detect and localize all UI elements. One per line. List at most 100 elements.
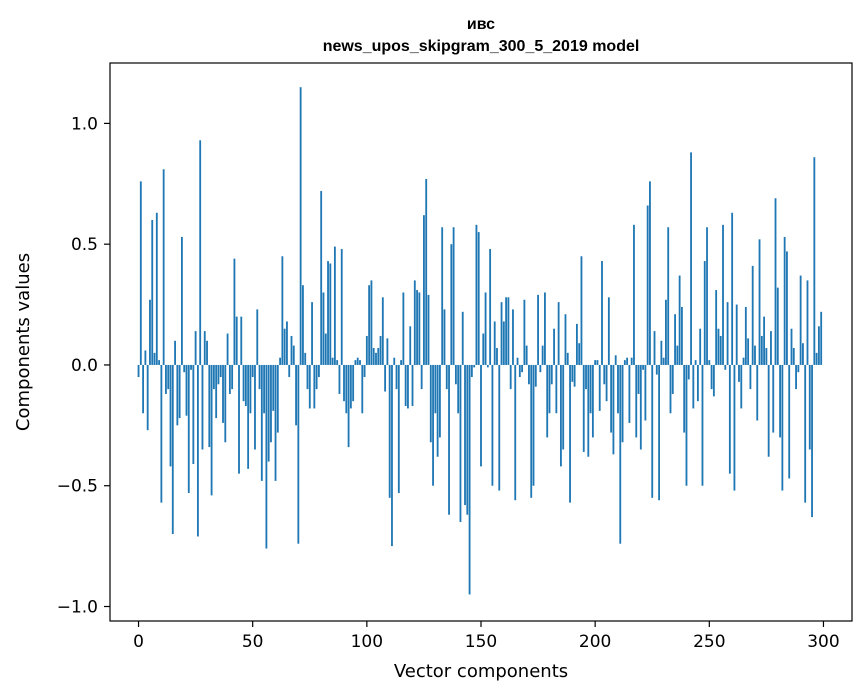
- bar-202: [598, 364, 601, 411]
- chart-title-line-2: news_upos_skipgram_300_5_2019 model: [323, 38, 640, 55]
- bar-53: [258, 364, 261, 390]
- bar-197: [587, 364, 590, 457]
- bar-167: [518, 364, 521, 378]
- bar-17: [176, 364, 179, 426]
- bar-254: [717, 328, 720, 365]
- bar-21: [185, 364, 188, 416]
- bar-210: [617, 364, 619, 414]
- bar-139: [454, 364, 457, 385]
- bar-291: [802, 343, 804, 365]
- bar-278: [772, 364, 775, 433]
- bar-185: [559, 364, 562, 467]
- bar-231: [665, 299, 667, 365]
- bar-41: [231, 364, 234, 390]
- bar-110: [388, 364, 391, 498]
- bar-250: [708, 360, 711, 365]
- bar-15: [171, 364, 174, 535]
- bar-225: [651, 364, 654, 498]
- bar-2: [142, 364, 145, 414]
- bar-287: [792, 348, 795, 365]
- x-tick-label-250: 250: [693, 632, 725, 652]
- bar-176: [539, 364, 542, 373]
- bar-144: [466, 364, 469, 515]
- bar-237: [678, 275, 681, 365]
- bar-82: [324, 333, 327, 365]
- bar-216: [630, 357, 633, 365]
- bar-270: [754, 345, 756, 365]
- bar-288: [795, 364, 797, 390]
- bar-26: [196, 364, 199, 537]
- x-tick-label-150: 150: [465, 632, 497, 652]
- bar-104: [375, 352, 377, 365]
- bar-173: [532, 364, 535, 486]
- bar-236: [676, 345, 679, 365]
- bar-56: [265, 364, 268, 549]
- bar-63: [281, 256, 284, 365]
- bar-88: [338, 364, 341, 394]
- bar-101: [368, 285, 371, 365]
- bar-148: [475, 224, 478, 365]
- bar-243: [692, 364, 695, 409]
- bar-193: [578, 343, 581, 365]
- bar-94: [352, 364, 355, 402]
- bar-272: [758, 239, 761, 365]
- bar-166: [516, 357, 519, 365]
- bar-113: [395, 364, 398, 390]
- bar-182: [553, 328, 555, 365]
- bar-245: [696, 364, 699, 402]
- bar-38: [224, 364, 227, 443]
- bar-84: [329, 263, 332, 365]
- bar-29: [203, 331, 206, 365]
- bar-258: [726, 302, 729, 365]
- bar-135: [445, 364, 448, 390]
- bar-253: [715, 290, 718, 365]
- bar-19: [181, 236, 183, 365]
- bar-276: [767, 364, 770, 457]
- bar-262: [735, 304, 738, 365]
- bar-218: [635, 364, 638, 438]
- bar-27: [199, 140, 202, 365]
- bar-87: [336, 360, 339, 365]
- bar-134: [443, 309, 446, 365]
- x-axis-ticks: 0 50 100 150 200 250 300: [133, 621, 840, 652]
- bar-249: [706, 227, 708, 365]
- bar-73: [304, 352, 307, 365]
- bar-7: [153, 352, 156, 365]
- bar-248: [703, 261, 706, 365]
- bar-153: [486, 364, 489, 368]
- bar-142: [461, 311, 464, 365]
- bar-229: [660, 340, 663, 365]
- bar-51: [254, 364, 256, 450]
- bar-126: [425, 178, 428, 365]
- bar-214: [626, 357, 629, 365]
- bar-293: [806, 280, 809, 365]
- bar-158: [498, 364, 501, 491]
- bar-220: [639, 364, 642, 450]
- bar-164: [512, 309, 514, 365]
- bar-247: [701, 364, 704, 486]
- bar-297: [815, 352, 818, 365]
- bar-30: [206, 340, 208, 365]
- bar-266: [744, 306, 747, 365]
- bar-35: [217, 364, 220, 385]
- bar-271: [756, 364, 759, 421]
- bar-11: [162, 169, 165, 365]
- bar-265: [742, 357, 745, 365]
- bar-281: [779, 364, 781, 438]
- bar-251: [710, 364, 713, 390]
- bar-54: [260, 364, 263, 481]
- bar-44: [238, 364, 240, 474]
- bar-163: [509, 364, 512, 390]
- bar-219: [637, 364, 640, 394]
- bar-257: [724, 364, 727, 370]
- bar-66: [288, 364, 291, 378]
- bar-95: [354, 360, 357, 365]
- bar-274: [763, 316, 766, 365]
- bar-226: [653, 331, 656, 365]
- bar-260: [731, 212, 734, 365]
- bar-74: [306, 364, 309, 390]
- bar-69: [295, 364, 297, 426]
- bar-264: [740, 364, 743, 409]
- bar-115: [400, 360, 403, 365]
- bar-3: [144, 350, 147, 365]
